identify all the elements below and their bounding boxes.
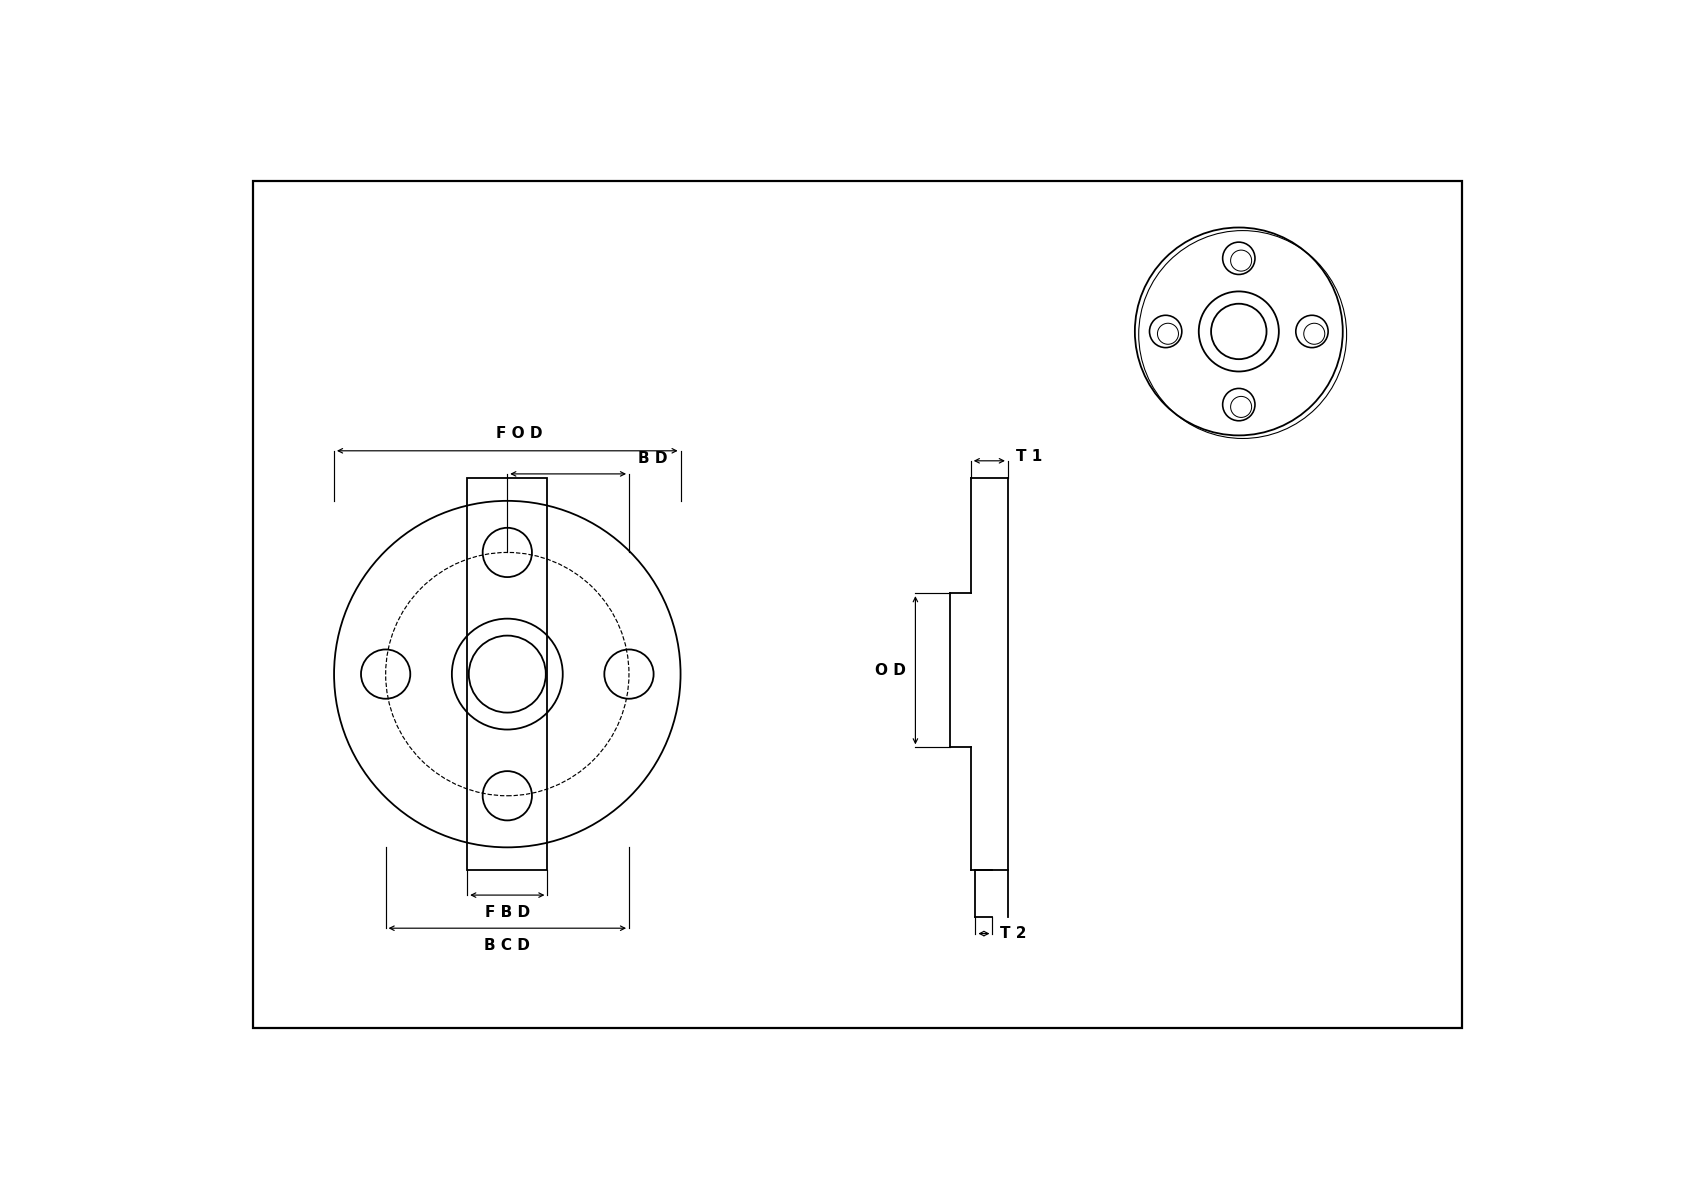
Bar (466, 477, 547, 870)
Text: T 2: T 2 (1000, 926, 1027, 941)
Text: F O D: F O D (495, 426, 542, 440)
Text: F B D: F B D (485, 906, 530, 920)
Text: T 1: T 1 (1015, 450, 1042, 464)
Text: B C D: B C D (485, 938, 530, 953)
Text: O D: O D (876, 663, 906, 678)
Text: B D: B D (638, 451, 669, 466)
